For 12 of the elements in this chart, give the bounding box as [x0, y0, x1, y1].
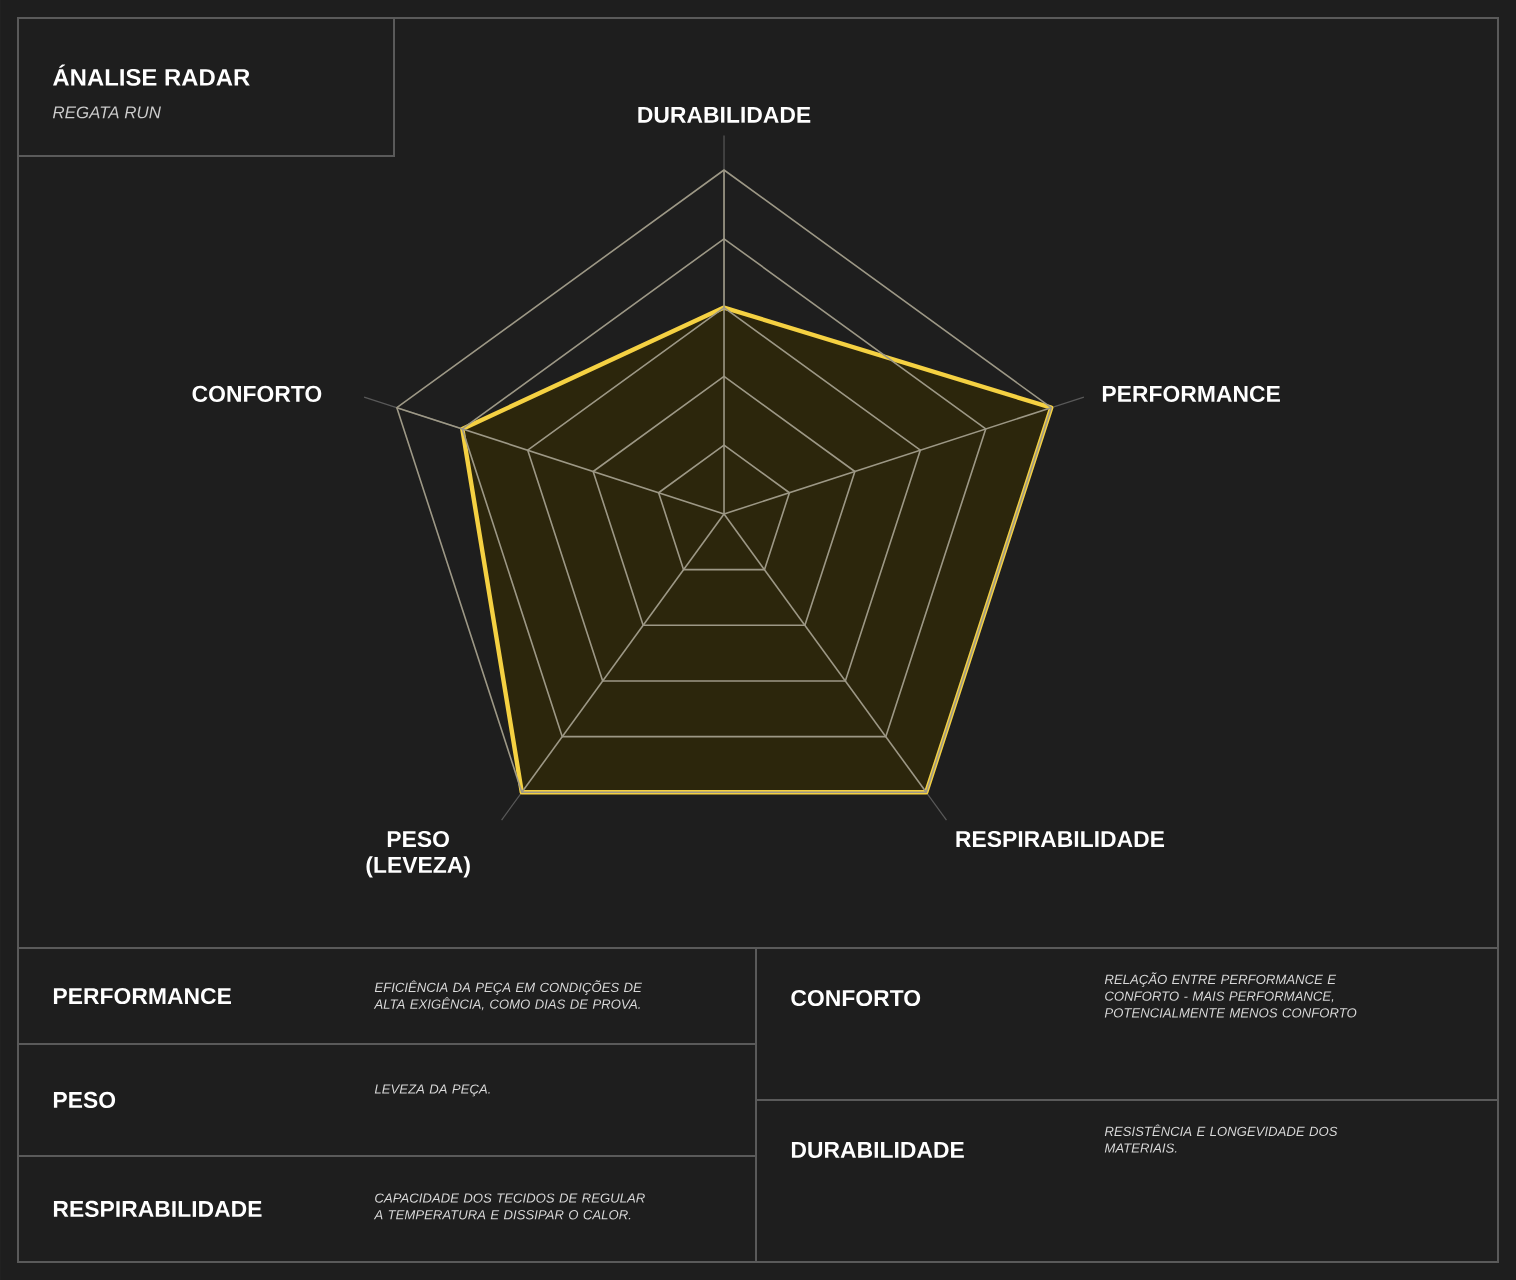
text: PERFORMANCE — [53, 987, 231, 1005]
spoke-label: PESO (LEVEZA) — [366, 830, 470, 878]
text: PESO — [53, 1091, 116, 1109]
text: DURABILIDADE — [791, 1142, 964, 1158]
spoke-label: CONFORTO — [192, 385, 322, 402]
spoke-label: DURABILIDADE — [638, 106, 811, 123]
spoke-label: PERFORMANCE — [1102, 385, 1280, 402]
text: RESPIRABILIDADE — [53, 1200, 262, 1218]
spoke-label: RESPIRABILIDADE — [956, 830, 1165, 848]
text: CONFORTO — [791, 989, 921, 1007]
chart-title: ÁNALISE RADAR — [53, 64, 250, 86]
chart-subtitle: REGATA RUN — [52, 106, 161, 119]
